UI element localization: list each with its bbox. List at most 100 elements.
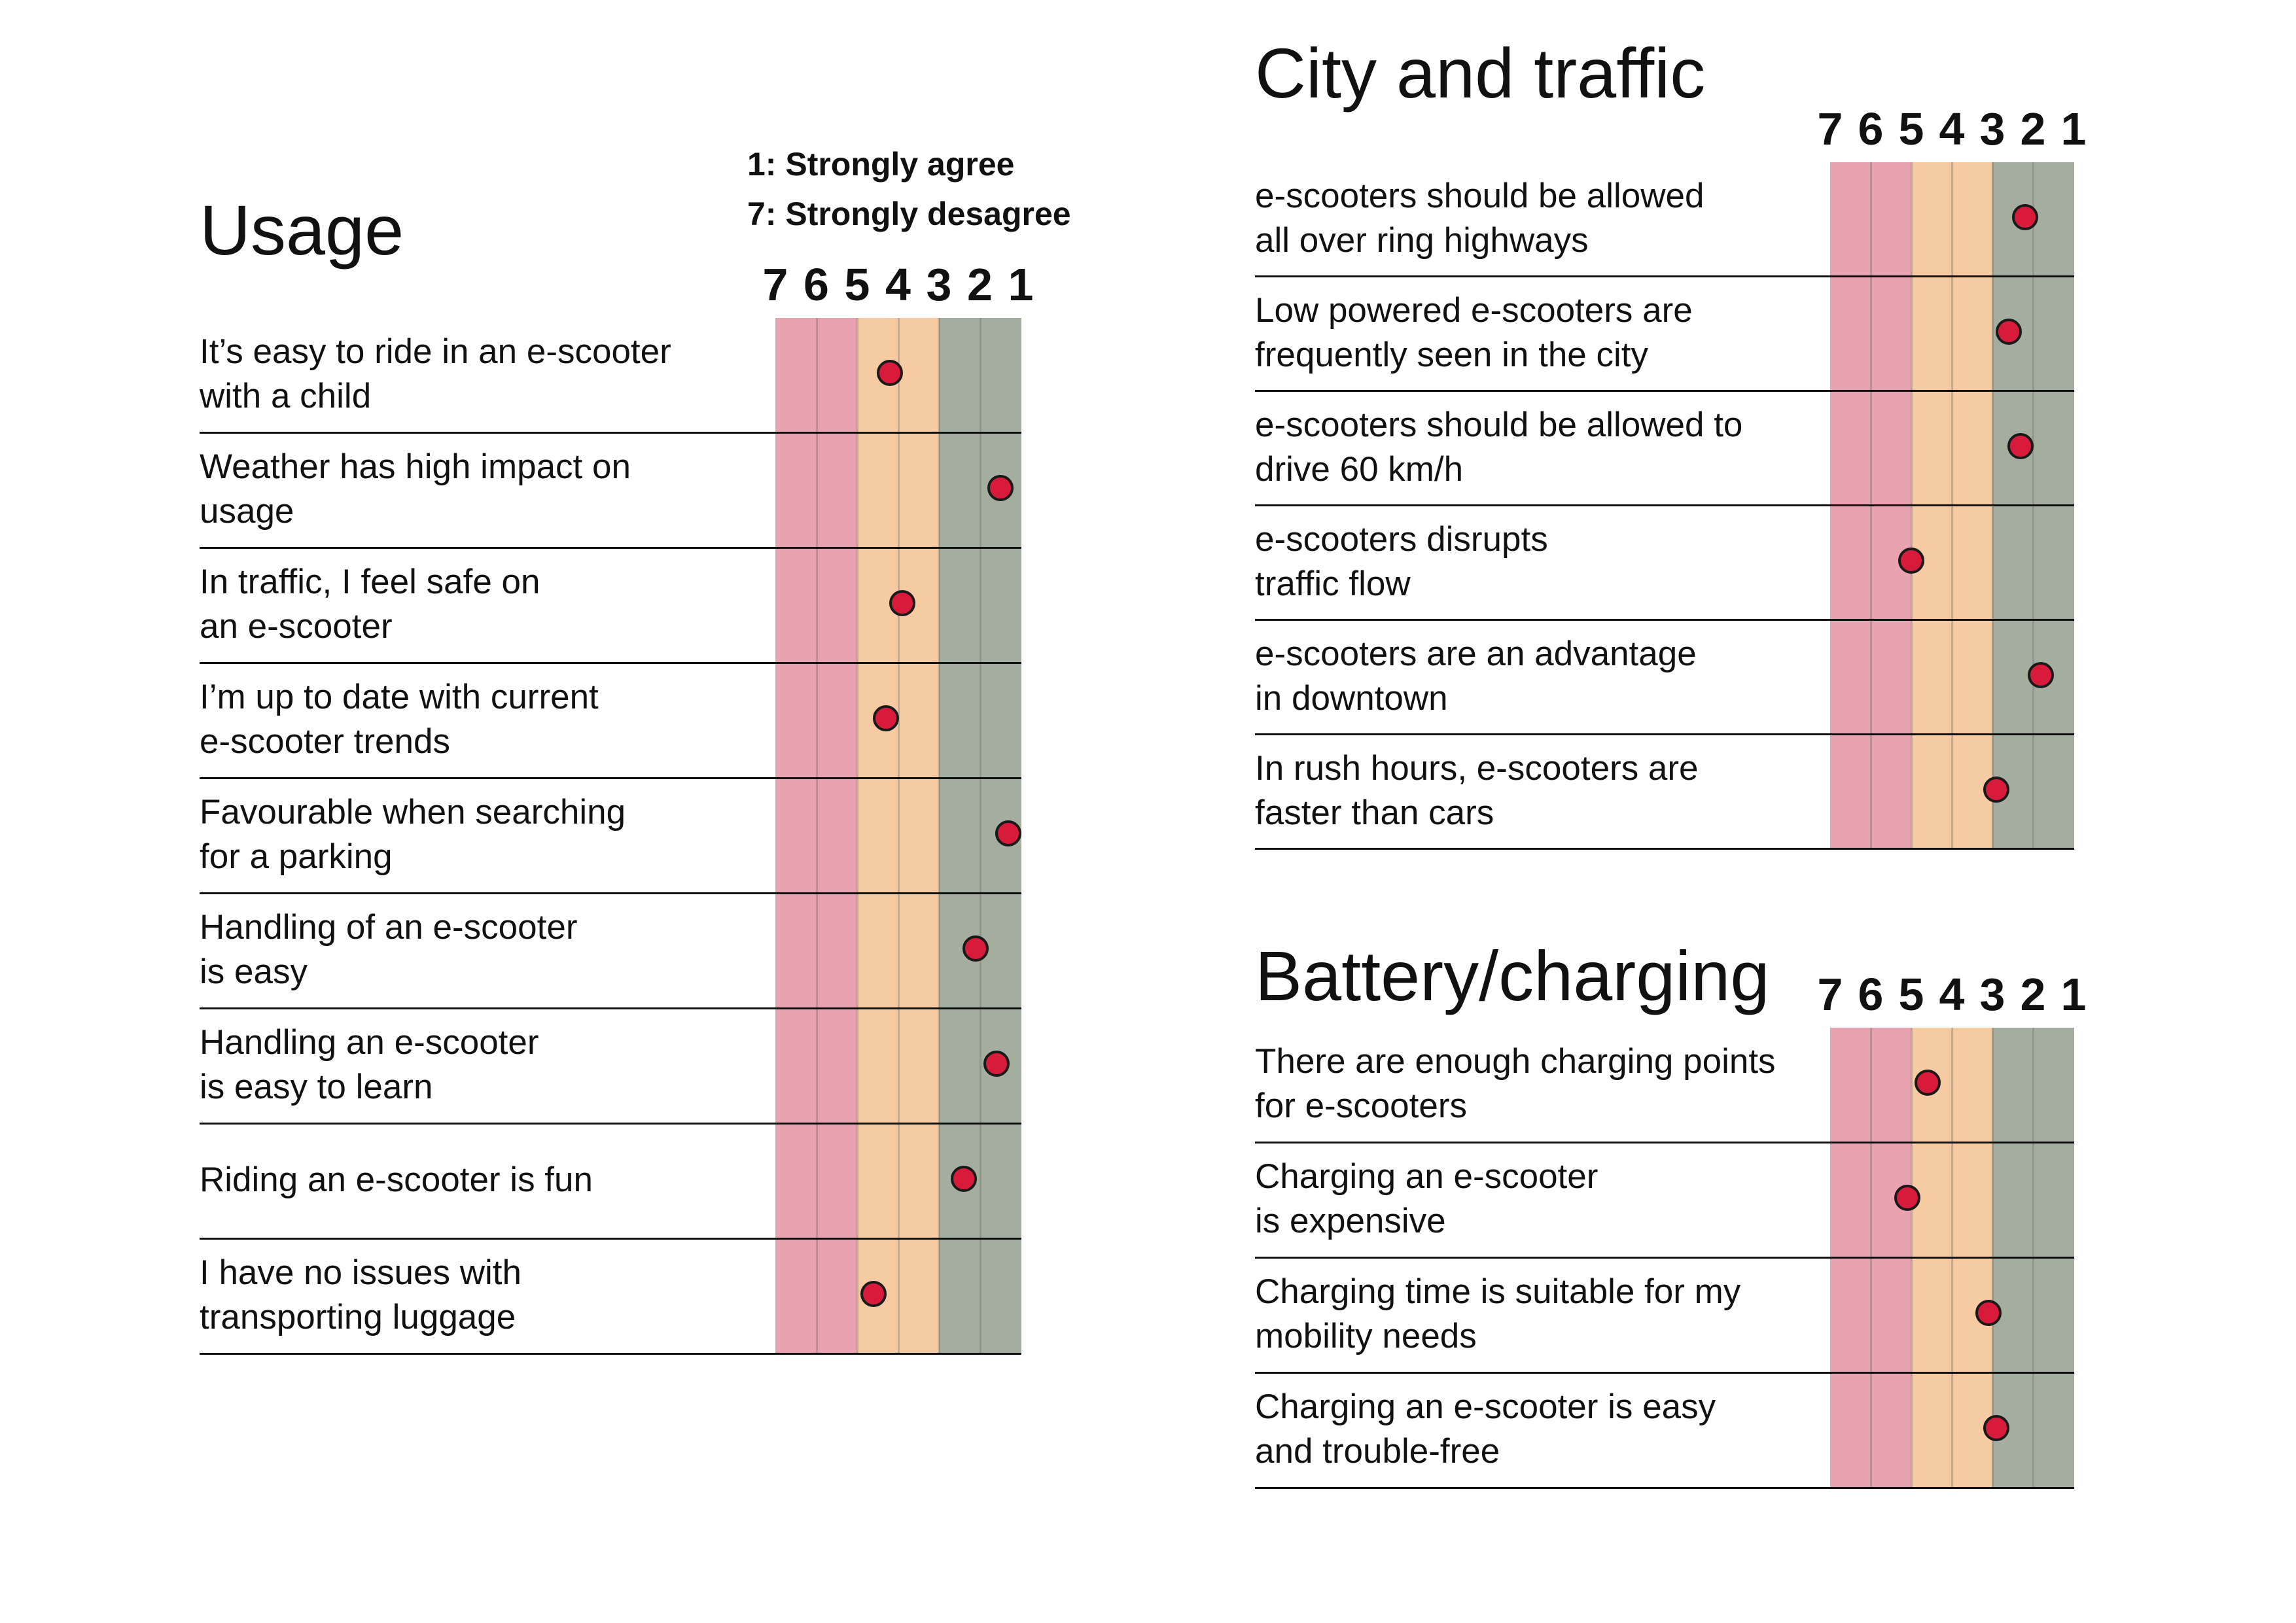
row-label: Weather has high impact on usage (200, 445, 631, 534)
row-label-line: usage (200, 492, 294, 531)
row-label: In traffic, I feel safe on an e-scooter (200, 560, 540, 649)
row-label-line: e-scooters are an advantage (1255, 634, 1697, 673)
scale-band (898, 318, 940, 1354)
row-label-line: Weather has high impact on (200, 447, 631, 486)
row-label-line: and trouble-free (1255, 1432, 1500, 1471)
row-separator (1255, 1142, 2074, 1143)
row-label-line: is easy to learn (200, 1068, 433, 1106)
row-label: e-scooters should be allowed to drive 60 … (1255, 403, 1742, 492)
row-label-line: is expensive (1255, 1202, 1446, 1240)
row-label-line: Charging an e-scooter (1255, 1157, 1598, 1196)
row-label: Low powered e-scooters are frequently see… (1255, 288, 1693, 377)
tick-label: 4 (1939, 103, 1965, 154)
rating-dot (983, 1051, 1010, 1077)
row-separator (200, 1007, 1021, 1009)
rating-dot (950, 1166, 977, 1193)
row-label-line: Handling of an e-scooter (200, 908, 578, 947)
scale-band (939, 318, 980, 1354)
row-label-line: frequently seen in the city (1255, 335, 1649, 374)
scale-divider (897, 318, 900, 1354)
row-separator (1255, 619, 2074, 621)
tick-label: 7 (1817, 103, 1843, 154)
row-label-line: Low powered e-scooters are (1255, 290, 1693, 330)
tick-label: 3 (1979, 969, 2005, 1020)
row-label: Charging an e-scooter is expensive (1255, 1155, 1598, 1244)
rating-dot (1983, 1415, 2010, 1442)
row-separator (200, 662, 1021, 664)
scale-band (857, 318, 898, 1354)
row-label-line: Riding an e-scooter is fun (200, 1161, 593, 1199)
panel-title: Battery/charging (1255, 936, 1770, 1015)
row-label: Handling of an e-scooter is easy (200, 905, 577, 994)
row-separator (200, 1238, 1021, 1240)
row-separator (1255, 504, 2074, 506)
row-label: There are enough charging points for e-sc… (1255, 1039, 1776, 1128)
row-separator (200, 1353, 1021, 1355)
rating-dot (872, 705, 899, 732)
scale-divider (857, 318, 858, 1354)
scale-band (775, 318, 817, 1354)
row-label-line: There are enough charging points (1255, 1042, 1776, 1081)
tick-label: 6 (1858, 103, 1884, 154)
row-label-line: e-scooters should be allowed (1255, 176, 1704, 215)
tick-label: 3 (1979, 103, 2005, 154)
row-label: Riding an e-scooter is fun (200, 1158, 593, 1202)
scale-divider (938, 318, 940, 1354)
row-separator (1255, 1372, 2074, 1374)
row-label: It’s easy to ride in an e-scooter with a … (200, 330, 671, 419)
row-label-line: Charging time is suitable for my (1255, 1272, 1741, 1311)
row-separator (1255, 733, 2074, 735)
row-label: Handling an e-scooter is easy to learn (200, 1021, 539, 1109)
rating-dot (1914, 1070, 1941, 1096)
panel-title: City and traffic (1255, 33, 1706, 113)
row-label-line: e-scooters disrupts (1255, 519, 1548, 559)
row-label-line: mobility needs (1255, 1317, 1477, 1355)
row-label-line: all over ring highways (1255, 220, 1589, 260)
row-label-line: Handling an e-scooter (200, 1023, 539, 1062)
row-label-line: for e-scooters (1255, 1087, 1468, 1125)
rating-dot (1983, 777, 2010, 803)
panel-title: Usage (200, 190, 404, 270)
row-separator (1255, 848, 2074, 850)
row-label: e-scooters should be allowed all over rin… (1255, 174, 1704, 263)
row-label-line: Charging an e-scooter is easy (1255, 1387, 1716, 1426)
legend-text: 7: Strongly desagree (747, 196, 1071, 232)
row-label-line: in downtown (1255, 678, 1448, 718)
tick-label: 1 (2060, 969, 2087, 1020)
row-separator (1255, 390, 2074, 392)
row-label: Charging time is suitable for my mobility… (1255, 1270, 1740, 1359)
row-label-line: faster than cars (1255, 793, 1494, 832)
row-separator (200, 432, 1021, 434)
rating-dot (2007, 433, 2034, 459)
row-label: Favourable when searching for a parking (200, 790, 626, 879)
tick-label: 5 (1898, 103, 1924, 154)
row-separator (1255, 1257, 2074, 1259)
row-label: Charging an e-scooter is easy and trouble… (1255, 1385, 1716, 1474)
rating-dot (995, 820, 1022, 847)
legend-text: 1: Strongly agree (747, 146, 1015, 183)
tick-label: 4 (885, 259, 911, 310)
row-separator (1255, 1487, 2074, 1489)
row-label-line: In traffic, I feel safe on (200, 563, 540, 601)
row-label-line: is easy (200, 952, 308, 991)
rating-dot (1898, 548, 1924, 574)
tick-label: 4 (1939, 969, 1965, 1020)
row-label: e-scooters are an advantage in downtown (1255, 632, 1697, 721)
rating-dot (877, 360, 903, 387)
row-label: e-scooters disrupts traffic flow (1255, 517, 1548, 606)
row-label-line: Favourable when searching (200, 793, 626, 831)
tick-label: 5 (1898, 969, 1924, 1020)
row-label-line: I’m up to date with current (200, 678, 599, 716)
row-label-line: an e-scooter (200, 607, 393, 646)
row-label-line: for a parking (200, 837, 393, 876)
rating-dot (2028, 662, 2055, 688)
rating-dot (1995, 319, 2022, 345)
tick-label: 7 (1817, 969, 1843, 1020)
row-label: I have no issues with transporting luggag… (200, 1251, 521, 1340)
rating-dot (2011, 204, 2038, 230)
row-label-line: traffic flow (1255, 564, 1411, 603)
tick-label: 6 (804, 259, 829, 310)
tick-label: 7 (762, 259, 788, 310)
row-label-line: I have no issues with (200, 1253, 521, 1292)
scale-divider (979, 318, 981, 1354)
